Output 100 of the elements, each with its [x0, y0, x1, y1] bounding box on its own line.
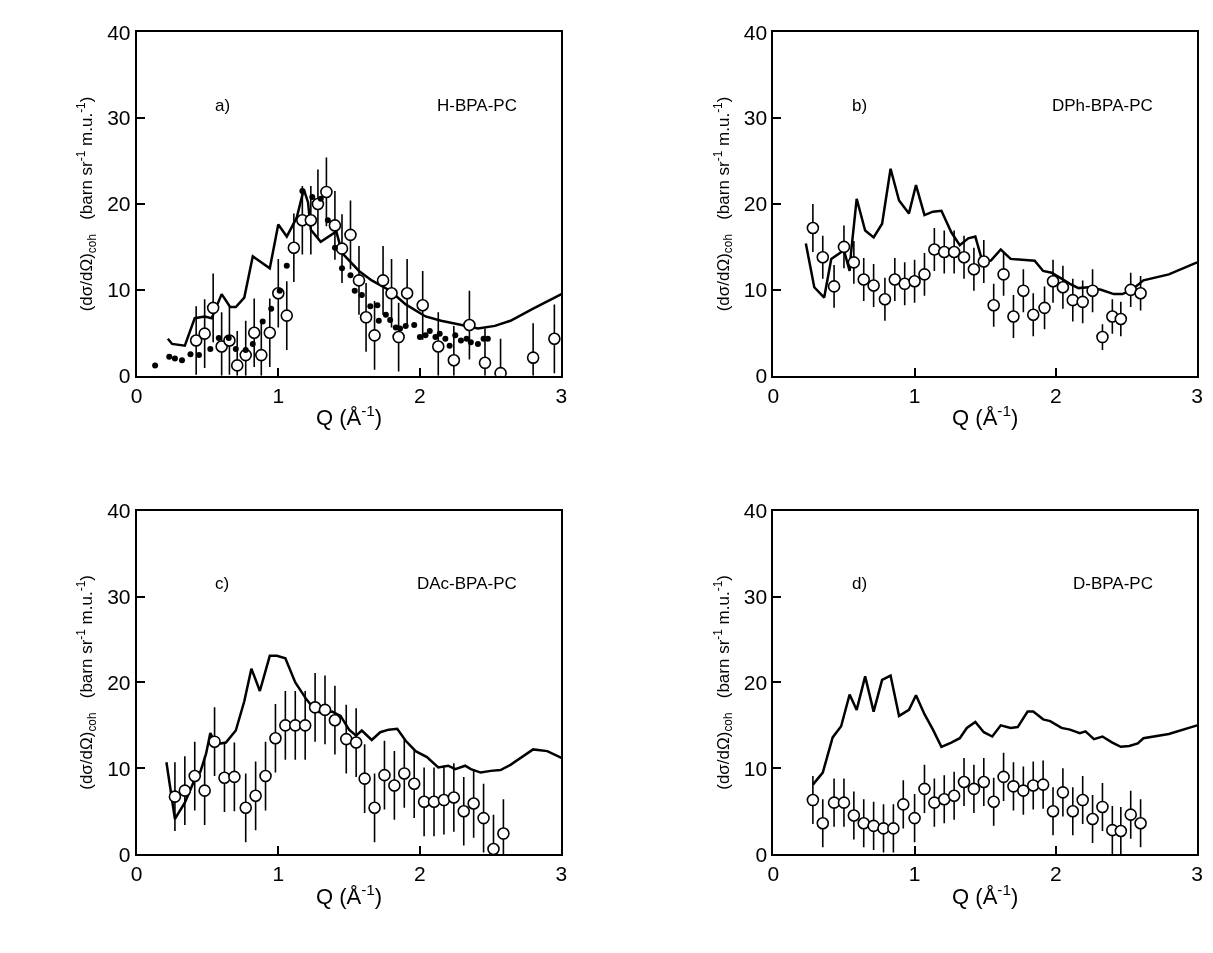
y-tick-label: 10 [107, 278, 131, 302]
annotation: c) [215, 574, 230, 593]
y-tick-label: 0 [118, 842, 131, 866]
point [484, 335, 491, 342]
point [1096, 800, 1109, 814]
point [477, 811, 490, 825]
point [228, 770, 241, 784]
point [457, 337, 464, 344]
x-tick-label: 1 [272, 383, 285, 407]
point [1007, 780, 1020, 793]
point [308, 701, 322, 714]
point [1114, 312, 1128, 326]
point [928, 796, 941, 809]
point [422, 332, 429, 339]
annotation: DAc-BPA-PC [417, 574, 517, 593]
point [152, 362, 159, 369]
point [247, 326, 261, 340]
point [957, 250, 971, 264]
y-tick-label: 30 [743, 106, 768, 130]
point [816, 250, 830, 264]
y-tick-label: 20 [743, 192, 768, 216]
y-tick-label: 30 [107, 584, 131, 608]
point [249, 789, 262, 803]
point [908, 274, 921, 288]
point [446, 342, 453, 349]
point [208, 735, 221, 748]
point [268, 305, 275, 312]
point [497, 827, 510, 840]
point [378, 768, 391, 782]
x-tick-label: 3 [1191, 862, 1203, 886]
point [967, 782, 981, 796]
point [359, 311, 373, 324]
point [1076, 793, 1089, 807]
point [827, 280, 841, 293]
y-tick-label: 40 [107, 499, 131, 523]
point [374, 302, 381, 309]
point [896, 798, 910, 811]
point [847, 256, 861, 269]
x-tick-label: 2 [414, 862, 426, 886]
point [967, 262, 981, 276]
point [385, 286, 398, 300]
point [887, 822, 900, 835]
point [447, 353, 461, 367]
point [1038, 301, 1051, 315]
point [269, 731, 282, 745]
point [407, 777, 421, 791]
point [867, 819, 880, 833]
annotation: b) [852, 96, 868, 115]
point [215, 334, 222, 341]
point [427, 795, 441, 809]
point [467, 797, 480, 810]
point [1017, 284, 1030, 297]
annotation: D-BPA-PC [1073, 574, 1153, 593]
x-axis-title: Q (Å$^{-1}$) [315, 880, 383, 909]
point [1114, 824, 1128, 838]
point [452, 332, 459, 339]
point [806, 221, 820, 235]
point [178, 784, 192, 797]
x-tick-label: 2 [1050, 383, 1062, 407]
x-tick-label: 3 [555, 383, 568, 407]
y-tick-label: 0 [755, 842, 768, 866]
point [1134, 816, 1147, 830]
point [259, 769, 272, 783]
point [328, 219, 342, 232]
point [867, 279, 880, 292]
x-axis-title: Q (Å$^{-1}$) [952, 880, 1019, 909]
point [402, 322, 409, 329]
point [232, 346, 239, 353]
point [368, 801, 381, 815]
x-tick-label: 3 [1191, 383, 1203, 407]
point [898, 277, 911, 291]
point [487, 842, 500, 855]
point [349, 736, 363, 749]
point [1046, 274, 1060, 288]
point [376, 274, 390, 287]
point [957, 775, 971, 789]
point [352, 274, 366, 287]
point [331, 244, 338, 251]
annotation: DPh-BPA-PC [1052, 96, 1153, 115]
point [987, 298, 1000, 312]
point [198, 784, 211, 797]
point [918, 782, 931, 796]
y-tick-label: 0 [755, 364, 768, 388]
point [987, 795, 1000, 809]
point [179, 357, 185, 364]
point [398, 767, 411, 780]
point [249, 340, 256, 347]
point [288, 719, 302, 732]
point [166, 353, 173, 360]
point [1056, 786, 1070, 799]
y-tick-label: 20 [743, 670, 768, 694]
point [806, 793, 820, 807]
point [888, 273, 902, 286]
point [324, 217, 331, 224]
point [1134, 286, 1147, 300]
point [526, 351, 540, 364]
y-tick-label: 0 [118, 364, 131, 388]
point [299, 188, 306, 195]
point [937, 792, 951, 806]
point [335, 242, 349, 255]
